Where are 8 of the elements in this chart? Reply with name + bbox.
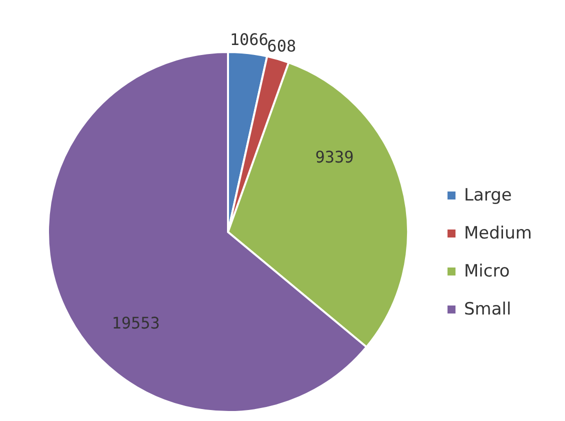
legend-label: Micro: [464, 262, 510, 282]
legend-label: Medium: [464, 224, 532, 244]
legend-label: Large: [464, 186, 512, 206]
data-label: 9339: [315, 147, 354, 166]
data-label: 19553: [112, 314, 160, 333]
legend-label: Small: [464, 300, 512, 320]
data-label: 1066: [230, 30, 268, 50]
data-label: 608: [267, 36, 296, 56]
